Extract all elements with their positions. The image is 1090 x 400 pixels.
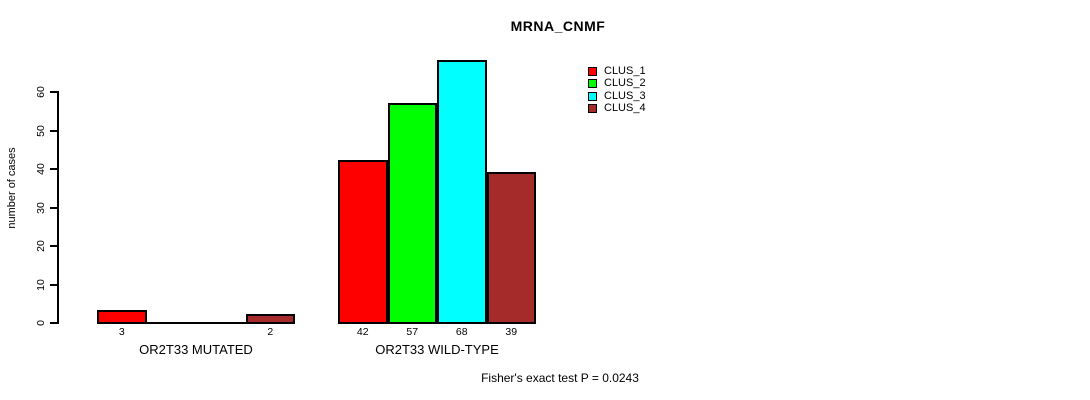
legend-swatch-clus_1 bbox=[588, 67, 597, 76]
legend-swatch-clus_4 bbox=[588, 103, 597, 113]
bar-value-label: 57 bbox=[406, 326, 419, 338]
y-tick-mark bbox=[50, 129, 57, 132]
bar-clus_1 bbox=[97, 310, 147, 324]
y-tick-mark bbox=[50, 206, 57, 209]
legend-label: CLUS_3 bbox=[604, 89, 646, 102]
bar-clus_2-zero bbox=[146, 322, 196, 324]
legend-label: CLUS_2 bbox=[604, 77, 646, 90]
y-axis-label: number of cases bbox=[6, 147, 18, 229]
bar-clus_4 bbox=[486, 171, 536, 324]
y-tick-mark bbox=[50, 168, 57, 170]
y-tick-mark bbox=[50, 283, 57, 286]
bar-value-label: 42 bbox=[356, 326, 369, 338]
fisher-test-annotation: Fisher's exact test P = 0.0243 bbox=[481, 371, 639, 385]
y-tick-label: 40 bbox=[35, 163, 47, 175]
group-label: OR2T33 MUTATED bbox=[139, 342, 253, 357]
bar-value-label: 2 bbox=[267, 326, 274, 338]
legend-label: CLUS_1 bbox=[604, 65, 646, 77]
bar-clus_1 bbox=[338, 160, 388, 324]
bar-value-label: 68 bbox=[455, 326, 468, 338]
y-tick-label: 10 bbox=[35, 278, 47, 291]
y-tick-label: 0 bbox=[35, 320, 47, 326]
y-tick-label: 60 bbox=[35, 86, 47, 98]
y-tick-mark bbox=[50, 91, 57, 93]
y-axis-line bbox=[57, 91, 59, 324]
bar-value-label: 3 bbox=[118, 326, 125, 338]
y-tick-label: 30 bbox=[35, 201, 47, 214]
y-tick-label: 50 bbox=[35, 124, 47, 137]
y-tick-mark bbox=[50, 245, 57, 247]
bar-clus_4 bbox=[245, 314, 295, 324]
y-tick-mark bbox=[50, 322, 57, 324]
group-label: OR2T33 WILD-TYPE bbox=[375, 342, 499, 357]
bar-clus_3-zero bbox=[196, 322, 246, 324]
chart-title: MRNA_CNMF bbox=[510, 18, 606, 34]
legend-swatch-clus_3 bbox=[588, 91, 597, 101]
bar-clus_3 bbox=[437, 60, 487, 324]
legend-swatch-clus_2 bbox=[588, 79, 597, 89]
y-tick-label: 20 bbox=[35, 240, 47, 252]
bar-value-label: 39 bbox=[505, 326, 518, 338]
legend-label: CLUS_4 bbox=[604, 101, 646, 114]
bar-clus_2 bbox=[387, 102, 437, 324]
